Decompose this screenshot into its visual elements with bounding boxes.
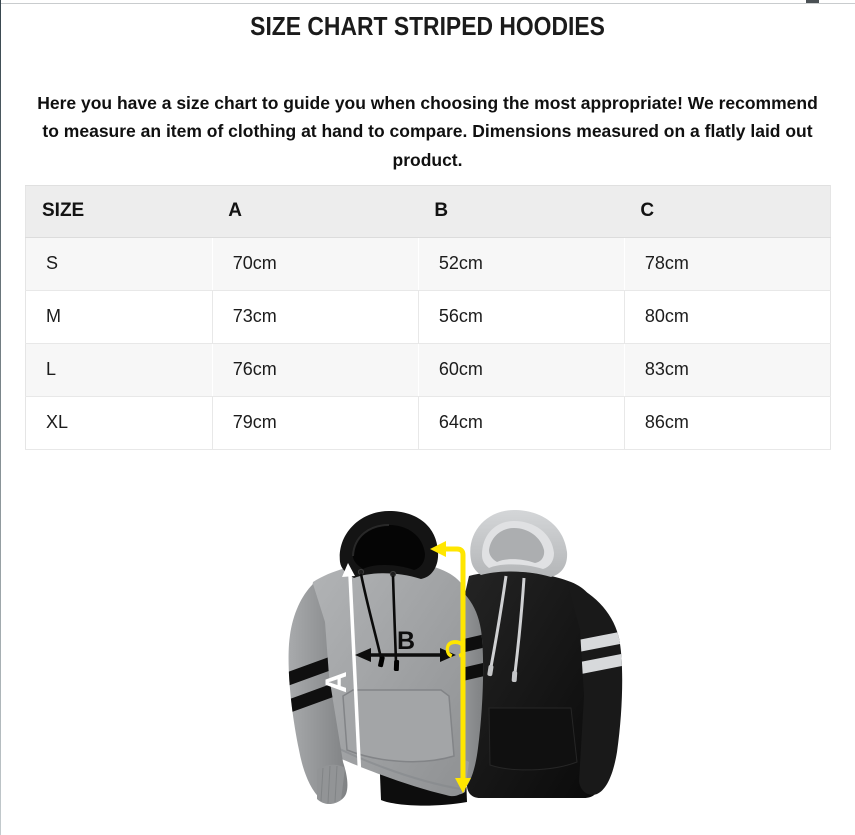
column-header-b: B (418, 185, 625, 238)
measurement-arrow-b: B (355, 627, 456, 662)
measurement-cell: 56cm (417, 290, 625, 344)
label-b: B (397, 627, 415, 655)
hoodie-illustration-svg: A B C (288, 510, 623, 806)
header-row: SIZE A B C (25, 185, 831, 238)
column-header-a: A (212, 185, 419, 238)
size-cell: M (25, 290, 213, 344)
measurement-cell: 86cm (623, 396, 831, 450)
measurement-cell: 73cm (211, 290, 419, 344)
black-hoodie-sleeve-stripes (567, 629, 623, 677)
size-table-body: S 70cm 52cm 78cm M 73cm 56cm 80cm L 76cm 60cm 83cm X… (25, 237, 831, 450)
size-cell: XL (25, 396, 213, 450)
table-row: XL 79cm 64cm 86cm (25, 396, 831, 450)
column-header-c: C (624, 185, 831, 238)
size-cell: L (25, 343, 213, 397)
title-wrap: SIZE CHART STRIPED HOODIES (0, 11, 855, 42)
table-row: S 70cm 52cm 78cm (25, 237, 831, 291)
kangaroo-pocket (342, 689, 455, 763)
table-row: M 73cm 56cm 80cm (25, 290, 831, 344)
grey-hoodie-illustration (288, 511, 465, 805)
measurement-arrow-a: A (320, 563, 367, 793)
left-edge-line (0, 0, 1, 835)
table-row: L 76cm 60cm 83cm (25, 343, 831, 397)
measurement-cell: 52cm (417, 237, 625, 291)
label-c: C (440, 639, 470, 659)
column-header-size: SIZE (25, 185, 213, 238)
measurement-cell: 76cm (211, 343, 419, 397)
measurement-cell: 83cm (623, 343, 831, 397)
measurement-cell: 64cm (417, 396, 625, 450)
size-chart-table: SIZE A B C S 70cm 52cm 78cm M 73cm 56cm 80cm L 76… (25, 185, 831, 450)
top-hairline (0, 3, 855, 4)
measurement-cell: 70cm (211, 237, 419, 291)
size-table-header: SIZE A B C (25, 185, 831, 238)
top-edge-tick (806, 0, 819, 3)
page-title: SIZE CHART STRIPED HOODIES (250, 11, 605, 41)
hoodie-size-diagram: A B C (283, 500, 633, 835)
size-guide-description: Here you have a size chart to guide you … (37, 92, 818, 170)
label-a: A (320, 671, 353, 693)
measurement-cell: 78cm (623, 237, 831, 291)
measurement-cell: 79cm (211, 396, 419, 450)
size-cell: S (25, 237, 213, 291)
measurement-arrow-c: C (430, 541, 471, 793)
black-hoodie-illustration (379, 510, 623, 806)
measurement-cell: 60cm (417, 343, 625, 397)
measurement-cell: 80cm (623, 290, 831, 344)
grey-drawstrings (489, 575, 526, 674)
